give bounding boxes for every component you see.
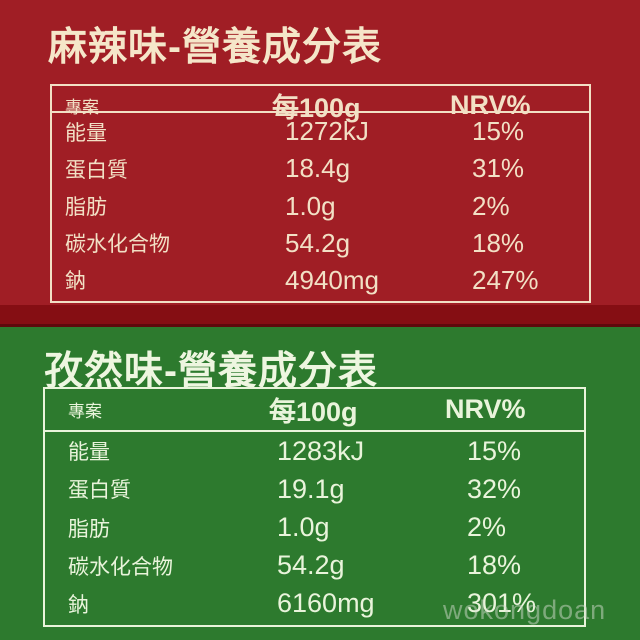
panel-title-mala: 麻辣味-營養成分表 [48,26,382,69]
nutrient-value: 6160mg [277,588,375,619]
nutrient-value: 54.2g [285,227,351,258]
nutrient-value: 4940mg [285,264,379,295]
nutrient-value: 18.4g [285,153,351,184]
table-row: 蛋白質 19.1g 32% [45,470,584,508]
column-header-item: 專案 [65,98,99,117]
section-divider [0,305,640,327]
nutrient-value: 1283kJ [277,435,365,466]
nutrient-label: 碳水化合物 [65,233,170,257]
table-body: 能量 1283kJ 15% 蛋白質 19.1g 32% 脂肪 1.0g 2% 碳… [45,432,584,623]
nutrient-nrv: 15% [467,435,522,466]
column-header-item: 專案 [68,402,102,421]
nutrient-nrv: 31% [472,153,525,184]
nutrient-nrv: 247% [472,264,539,295]
nutrient-label: 能量 [68,441,110,465]
panel-title-ziran: 孜然味-營養成分表 [44,350,378,393]
table-header-row: 專案 每100g NRV% [52,86,589,123]
nutrient-label: 鈉 [65,270,86,294]
nutrition-table-mala: 專案 每100g NRV% 能量 1272kJ 15% 蛋白質 18.4g 31… [50,84,591,303]
nutrient-value: 1272kJ [285,116,369,147]
nutrient-label: 蛋白質 [68,479,131,503]
nutrient-nrv: 2% [467,512,507,542]
table-header-row: 專案 每100g NRV% [45,389,584,432]
column-header-per100g: 每100g [272,93,361,123]
nutrient-value: 1.0g [277,512,330,542]
nutrient-nrv: 15% [472,116,525,147]
nutrient-nrv: 32% [467,473,522,504]
nutrient-label: 脂肪 [65,196,107,219]
nutrient-value: 1.0g [285,190,336,221]
table-row: 脂肪 1.0g 2% [52,187,589,224]
table-body: 能量 1272kJ 15% 蛋白質 18.4g 31% 脂肪 1.0g 2% 碳… [52,113,589,299]
column-header-per100g: 每100g [269,397,358,427]
table-row: 能量 1283kJ 15% [45,432,584,470]
nutrient-label: 能量 [65,121,107,145]
table-row: 蛋白質 18.4g 31% [52,150,589,187]
table-row: 碳水化合物 54.2g 18% [45,547,584,585]
nutrition-table-ziran: 專案 每100g NRV% 能量 1283kJ 15% 蛋白質 19.1g 32… [43,387,586,627]
table-row: 鈉 6160mg 301% [45,585,584,623]
nutrient-value: 19.1g [277,473,345,504]
column-header-nrv: NRV% [445,394,526,424]
nutrient-value: 54.2g [277,550,345,581]
column-header-nrv: NRV% [450,90,531,120]
table-row: 脂肪 1.0g 2% [45,508,584,546]
nutrient-label: 脂肪 [68,517,110,541]
nutrient-nrv: 2% [472,190,510,221]
table-row: 能量 1272kJ 15% [52,113,589,150]
nutrient-nrv: 301% [467,588,537,619]
nutrient-label: 蛋白質 [65,158,128,182]
table-row: 鈉 4940mg 247% [52,262,589,299]
panel-ziran-flavor: 孜然味-營養成分表 專案 每100g NRV% 能量 1283kJ 15% 蛋白… [0,327,640,640]
nutrient-nrv: 18% [472,227,525,258]
table-row: 碳水化合物 54.2g 18% [52,225,589,262]
nutrient-label: 碳水化合物 [68,555,173,579]
panel-mala-flavor: 麻辣味-營養成分表 專案 每100g NRV% 能量 1272kJ 15% 蛋白… [0,0,640,305]
nutrient-nrv: 18% [467,550,522,581]
nutrient-label: 鈉 [68,593,89,617]
